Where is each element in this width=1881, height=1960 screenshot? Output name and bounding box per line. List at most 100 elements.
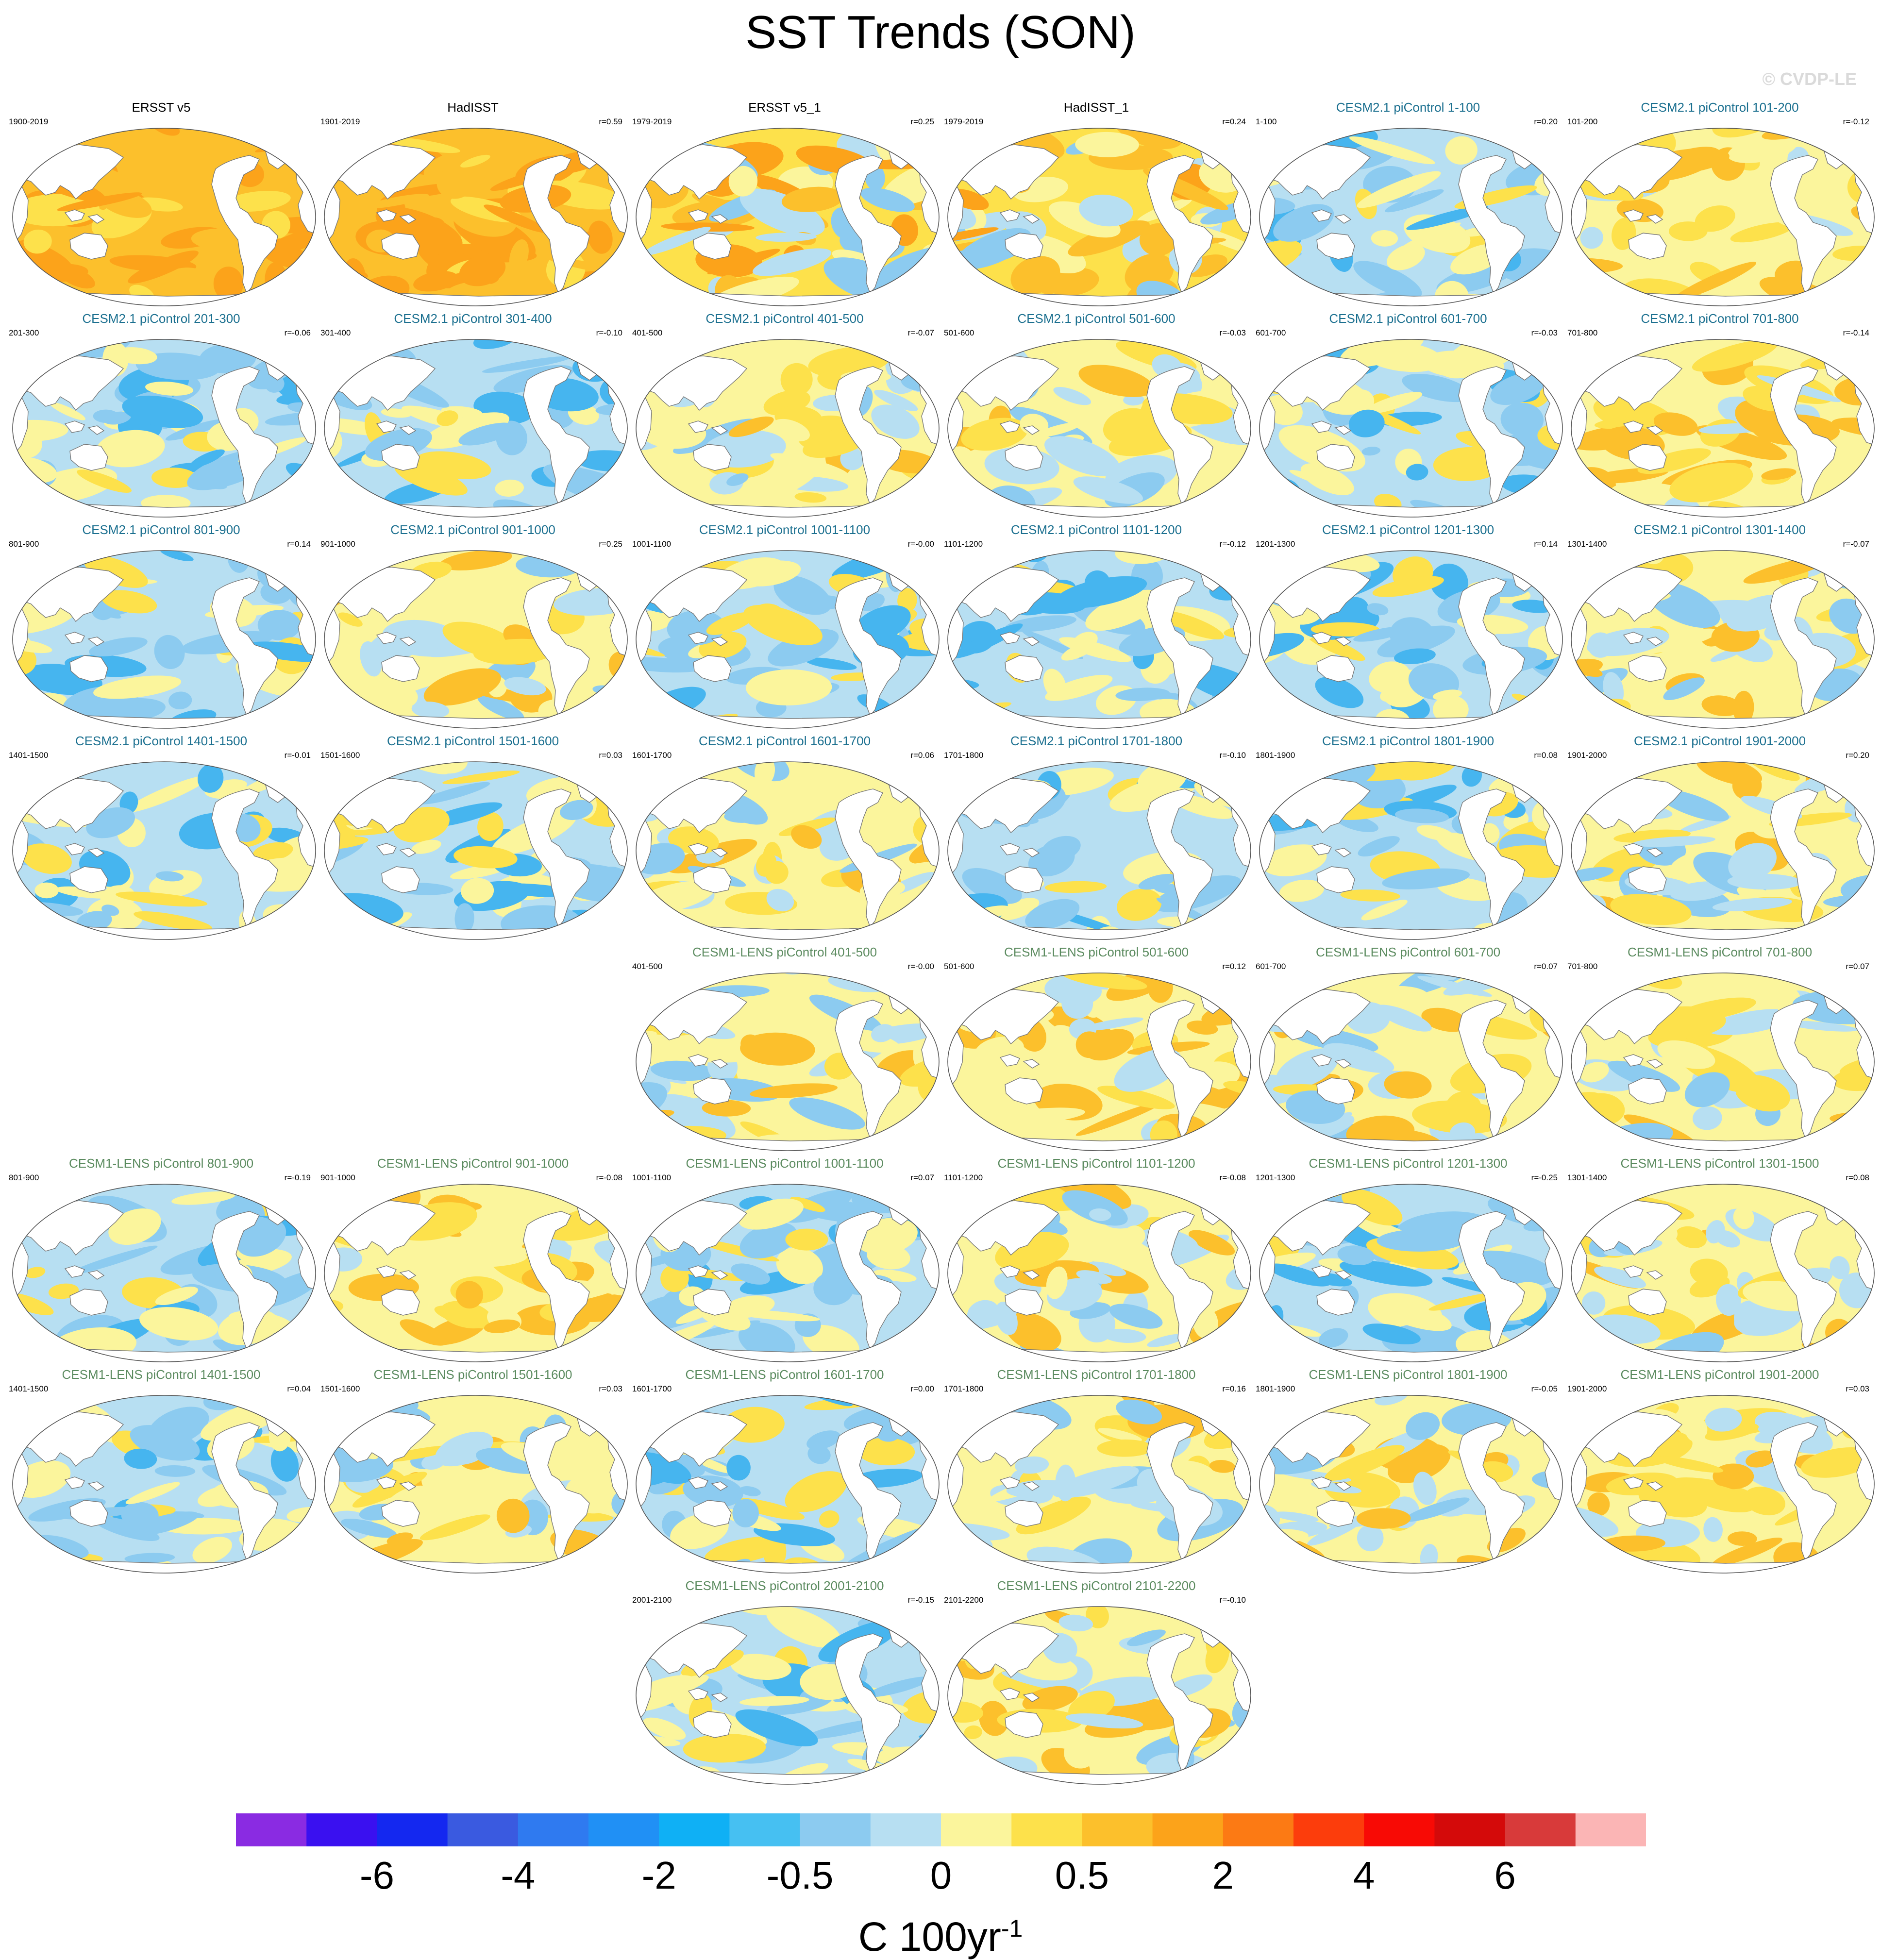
trend-anomaly-patch — [1265, 921, 1296, 940]
trend-anomaly-patch — [323, 658, 330, 697]
panel-pattern-correlation: r=0.00 — [910, 1384, 934, 1394]
trend-anomaly-patch — [1228, 1635, 1252, 1649]
panel-year-range: 1901-2000 — [1567, 750, 1607, 761]
colorbar-swatch — [1434, 1813, 1505, 1846]
trend-anomaly-patch — [547, 127, 587, 139]
panel-year-range: 1-100 — [1256, 117, 1276, 127]
trend-anomaly-patch — [1776, 972, 1815, 977]
trend-anomaly-patch — [1826, 127, 1863, 146]
trend-anomaly-patch — [1267, 338, 1336, 354]
panel-pattern-correlation: r=0.25 — [599, 539, 622, 550]
panel-pattern-correlation: r=-0.08 — [596, 1173, 622, 1183]
colorbar-tick-label: -6 — [360, 1854, 394, 1897]
trend-anomaly-patch — [947, 775, 963, 816]
panel-year-range: 701-800 — [1567, 961, 1597, 972]
panel-year-range: 401-500 — [632, 961, 662, 972]
trend-anomaly-patch — [947, 1432, 957, 1452]
colorbar-swatch — [1082, 1813, 1153, 1846]
sst-trend-map — [1259, 972, 1563, 1152]
sst-trend-map — [635, 1606, 940, 1785]
colorbar-swatch — [1293, 1813, 1364, 1846]
panel-year-range: 1401-1500 — [9, 750, 48, 761]
trend-anomaly-patch — [1225, 898, 1252, 907]
panel-title: CESM2.1 piControl 1501-1600 — [318, 733, 628, 749]
trend-anomaly-patch — [1812, 550, 1847, 558]
sst-trend-map — [12, 338, 317, 518]
trend-anomaly-patch — [1801, 1361, 1868, 1363]
panel-title: CESM2.1 piControl 401-500 — [629, 310, 940, 327]
panel-title: CESM2.1 piControl 1301-1400 — [1564, 521, 1875, 538]
panel-title: CESM1-LENS piControl 1101-1200 — [941, 1155, 1252, 1172]
colorbar-swatch — [1153, 1813, 1224, 1846]
panel-title: CESM2.1 piControl 301-400 — [318, 310, 628, 327]
panel-title: CESM2.1 piControl 1801-1900 — [1253, 733, 1563, 749]
panel-pattern-correlation: r=0.08 — [1846, 1173, 1869, 1183]
panel-title: CESM1-LENS piControl 601-700 — [1253, 944, 1563, 960]
trend-anomaly-patch — [294, 1573, 317, 1574]
units-exponent: -1 — [1001, 1915, 1023, 1942]
sst-trend-map — [635, 761, 940, 940]
colorbar-swatch — [941, 1813, 1012, 1846]
panel-year-range: 2101-2200 — [944, 1595, 983, 1606]
panel-title: CESM2.1 piControl 1201-1300 — [1253, 521, 1563, 538]
panel-year-range: 1901-2019 — [320, 117, 360, 127]
sst-trend-map — [12, 127, 317, 307]
trend-anomaly-patch — [1552, 1102, 1563, 1133]
trend-anomaly-patch — [1213, 1545, 1232, 1574]
trend-anomaly-patch — [1841, 1358, 1875, 1363]
trend-anomaly-patch — [915, 352, 940, 385]
sst-trend-map — [1259, 1394, 1563, 1574]
panel-year-range: 701-800 — [1567, 328, 1597, 338]
panel-year-range: 1401-1500 — [9, 1384, 48, 1394]
panel-year-range: 1979-2019 — [632, 117, 672, 127]
panel-year-range: 1201-1300 — [1256, 1173, 1295, 1183]
trend-anomaly-patch — [665, 709, 693, 720]
panel-pattern-correlation: r=0.03 — [1846, 1384, 1869, 1394]
trend-anomaly-patch — [823, 550, 898, 553]
panel-pattern-correlation: r=-0.10 — [596, 328, 622, 338]
trend-anomaly-patch — [635, 338, 665, 354]
panel-title: ERSST v5_1 — [629, 99, 940, 116]
panel-title: CESM2.1 piControl 1601-1700 — [629, 733, 940, 749]
trend-anomaly-patch — [34, 883, 59, 899]
colorbar-swatch — [377, 1813, 448, 1846]
trend-anomaly-patch — [1243, 1536, 1252, 1574]
trend-anomaly-patch — [1553, 766, 1563, 823]
sst-trend-map — [635, 550, 940, 729]
trend-anomaly-patch — [357, 508, 409, 518]
trend-anomaly-patch — [640, 338, 724, 351]
sst-trend-map — [323, 127, 628, 307]
panel-pattern-correlation: r=0.59 — [599, 117, 622, 127]
sst-trend-map — [1570, 1394, 1875, 1574]
trend-anomaly-patch — [947, 761, 1011, 782]
panel-title: CESM2.1 piControl 1901-2000 — [1564, 733, 1875, 749]
panel-title: CESM2.1 piControl 601-700 — [1253, 310, 1563, 327]
panel-pattern-correlation: r=0.14 — [287, 539, 311, 550]
trend-anomaly-patch — [1243, 707, 1252, 729]
panel-pattern-correlation: r=0.25 — [910, 117, 934, 127]
sst-trend-map — [947, 1183, 1252, 1363]
trend-anomaly-patch — [690, 1183, 747, 1189]
panel-pattern-correlation: r=-0.12 — [1843, 117, 1869, 127]
trend-anomaly-patch — [1197, 1394, 1252, 1417]
panel-pattern-correlation: r=0.14 — [1534, 539, 1558, 550]
sst-trend-map — [12, 1394, 317, 1574]
sst-trend-map — [947, 550, 1252, 729]
panel-year-range: 901-1000 — [320, 1173, 355, 1183]
colorbar-swatch — [729, 1813, 800, 1846]
